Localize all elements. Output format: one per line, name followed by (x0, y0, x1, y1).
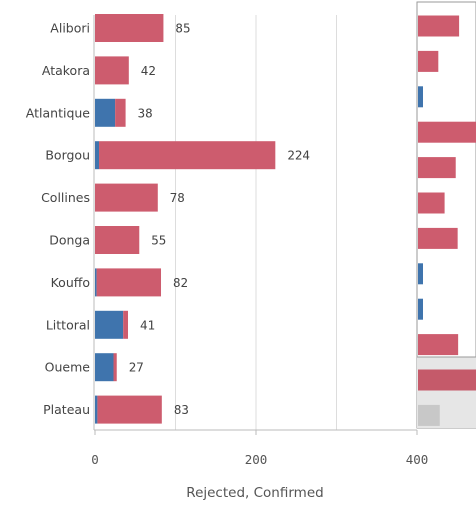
minimap-bar (418, 15, 460, 37)
minimap-bar (418, 334, 459, 356)
bar-rejected[interactable] (99, 141, 276, 170)
value-label: 41 (140, 317, 155, 332)
bar-rejected[interactable] (95, 56, 129, 85)
category-label: Donga (49, 233, 90, 248)
minimap-bar (418, 369, 476, 391)
minimap-bar (418, 86, 423, 108)
value-label: 78 (170, 190, 185, 205)
minimap-bar (418, 227, 458, 249)
value-label: 27 (129, 360, 144, 375)
bar-rejected[interactable] (95, 226, 140, 254)
value-label: 224 (287, 148, 310, 163)
x-axis: 0 200 400 (91, 429, 429, 467)
bars-layer (95, 14, 276, 424)
minimap-bar (418, 157, 456, 179)
minimap-bar (418, 121, 476, 143)
bar-confirmed[interactable] (95, 98, 116, 127)
bar-rejected[interactable] (123, 310, 129, 339)
category-label: Alibori (50, 21, 90, 36)
bar-confirmed[interactable] (95, 395, 98, 424)
x-tick-label: 200 (245, 452, 268, 467)
minimap-bar (418, 50, 439, 72)
category-label: Kouffo (51, 275, 90, 290)
minimap-bar (418, 263, 423, 285)
value-label: 42 (141, 63, 156, 78)
category-label: Atakora (42, 63, 90, 78)
x-tick-label: 400 (406, 452, 429, 467)
bar-rejected[interactable] (95, 183, 158, 212)
bar-confirmed[interactable] (95, 353, 114, 382)
value-label: 82 (173, 275, 188, 290)
bar-confirmed[interactable] (95, 268, 97, 297)
category-label: Collines (41, 190, 90, 205)
category-label: Littoral (46, 317, 90, 332)
labels-layer: Alibori 85 Atakora 42 Atlantique 38 Borgou 224 C… (26, 21, 310, 418)
bar-rejected[interactable] (113, 353, 117, 382)
minimap-bar (418, 404, 440, 426)
category-label: Oueme (45, 360, 91, 375)
bar-rejected[interactable] (97, 395, 162, 424)
x-axis-title: Rejected, Confirmed (186, 485, 323, 501)
bar-confirmed[interactable] (95, 310, 124, 339)
category-label: Atlantique (26, 105, 91, 120)
minimap-scrollbar[interactable] (416, 1, 476, 429)
bar-rejected[interactable] (115, 98, 126, 127)
minimap-bar (418, 298, 423, 320)
x-tick-label: 0 (91, 452, 99, 467)
minimap-bar (418, 192, 445, 214)
bar-rejected[interactable] (95, 14, 164, 42)
grid-layer (93, 15, 337, 430)
category-label: Borgou (45, 148, 90, 163)
value-label: 38 (138, 105, 153, 120)
value-label: 83 (174, 402, 189, 417)
category-label: Plateau (43, 402, 90, 417)
bar-rejected[interactable] (96, 268, 162, 297)
value-label: 85 (175, 21, 190, 36)
bar-confirmed[interactable] (95, 141, 100, 170)
value-label: 55 (151, 233, 166, 248)
